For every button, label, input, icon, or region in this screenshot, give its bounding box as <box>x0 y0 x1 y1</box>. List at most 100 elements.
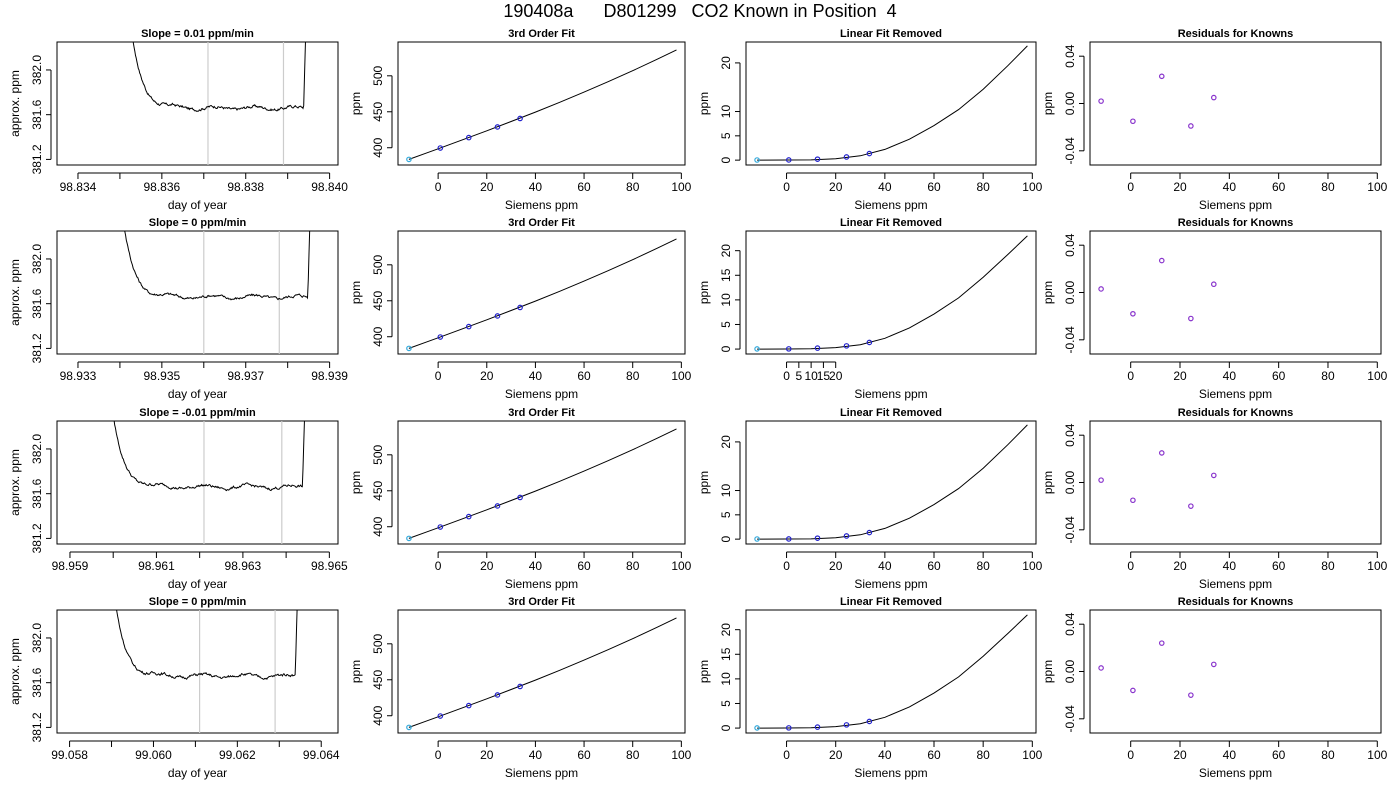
panel-title: Linear Fit Removed <box>840 596 942 608</box>
x-tick-label: 20 <box>829 559 843 573</box>
y-tick-label: 0.00 <box>1063 470 1077 494</box>
plot-area <box>1098 257 1217 322</box>
y-axis-label: ppm <box>697 92 711 115</box>
x-tick-label: 20 <box>1173 748 1187 762</box>
y-axis-label: ppm <box>1041 92 1055 115</box>
y-tick-label: 0 <box>719 156 733 163</box>
y-tick-label: 10 <box>719 672 733 686</box>
x-axis-label: Siemens ppm <box>505 766 578 780</box>
y-tick-label: 450 <box>371 669 385 689</box>
plot-area <box>406 428 677 542</box>
panel-title: 3rd Order Fit <box>508 407 575 419</box>
panel-fit-3: 3rd Order Fit 0 20 40 60 80 100 Siemens ppm 400 4… <box>349 407 692 591</box>
y-axis-label: ppm <box>349 92 363 115</box>
plot-frame <box>397 230 686 355</box>
series-line <box>124 231 311 301</box>
plot-frame <box>1089 230 1382 355</box>
y-axis-label: approx. ppm <box>8 259 22 326</box>
data-point <box>866 529 873 536</box>
x-tick-label: 100 <box>671 559 691 573</box>
plot-area <box>754 614 1028 731</box>
x-tick-label: 98.838 <box>227 180 264 194</box>
fit-curve <box>757 614 1028 729</box>
data-point <box>843 722 850 728</box>
data-point <box>843 343 850 349</box>
data-point <box>814 345 821 351</box>
x-tick-label: 10 <box>804 369 818 383</box>
x-tick-label: 99.064 <box>303 748 340 762</box>
x-tick-label: 100 <box>1022 559 1042 573</box>
y-axis-label: ppm <box>697 281 711 304</box>
x-tick-label: 80 <box>1321 748 1335 762</box>
y-tick-label: 10 <box>719 484 733 498</box>
y-tick-label: 381.6 <box>30 478 44 508</box>
x-tick-label: 80 <box>1321 180 1335 194</box>
x-tick-label: 5 <box>795 369 802 383</box>
panel-residuals-1: Residuals for Knowns 0 20 40 60 80 100 Siemens … <box>1041 28 1388 212</box>
x-tick-label: 0 <box>1127 369 1134 383</box>
y-tick-label: 20 <box>719 244 733 258</box>
y-tick-label: 400 <box>371 705 385 725</box>
x-tick-label: 98.834 <box>60 180 97 194</box>
x-tick-label: 20 <box>1173 369 1187 383</box>
x-tick-label: 40 <box>1223 559 1237 573</box>
data-point <box>843 533 850 539</box>
x-tick-label: 40 <box>529 748 543 762</box>
panel-timeseries-2: Slope = 0 ppm/min 98.933 98.935 98.937 98.93… <box>8 217 348 401</box>
plot-frame <box>1089 41 1382 166</box>
plot-frame <box>56 41 339 166</box>
x-tick-label: 0 <box>783 748 790 762</box>
y-tick-label: 400 <box>371 516 385 536</box>
y-tick-label: 382.0 <box>30 244 44 274</box>
data-point <box>1210 472 1217 479</box>
x-tick-label: 60 <box>1272 748 1286 762</box>
y-axis-label: ppm <box>697 471 711 494</box>
y-tick-label: 450 <box>371 290 385 310</box>
data-point <box>406 345 412 352</box>
x-tick-label: 80 <box>1321 369 1335 383</box>
panel-title: Slope = 0.01 ppm/min <box>141 28 254 40</box>
y-tick-label: 381.2 <box>30 712 44 742</box>
x-tick-label: 20 <box>480 559 494 573</box>
y-tick-label: 400 <box>371 326 385 346</box>
x-axis-label: Siemens ppm <box>1199 577 1272 591</box>
data-point <box>1158 450 1165 456</box>
panel-residuals-3: Residuals for Knowns 0 20 40 60 80 100 Siemens … <box>1041 407 1388 591</box>
fit-curve <box>408 49 677 160</box>
x-tick-label: 60 <box>1272 559 1286 573</box>
x-tick-label: 0 <box>435 748 442 762</box>
y-tick-label: 400 <box>371 137 385 157</box>
plot-area <box>113 421 305 544</box>
x-tick-label: 60 <box>577 180 591 194</box>
y-tick-label: 381.6 <box>30 288 44 318</box>
panel-title: Residuals for Knowns <box>1178 596 1294 608</box>
plot-frame <box>56 609 339 734</box>
y-tick-label: 382.0 <box>30 623 44 653</box>
panel-title: Linear Fit Removed <box>840 407 942 419</box>
data-point <box>517 115 523 122</box>
x-tick-label: 40 <box>1223 180 1237 194</box>
fit-curve <box>757 424 1028 540</box>
y-axis-label: ppm <box>1041 281 1055 304</box>
x-tick-label: 60 <box>577 369 591 383</box>
panel-fit-1: 3rd Order Fit 0 20 40 60 80 100 Siemens ppm 400 4… <box>349 28 692 212</box>
panel-residuals-2: Residuals for Knowns 0 20 40 60 80 100 Siemens … <box>1041 217 1388 401</box>
y-tick-label: 0 <box>719 345 733 352</box>
y-axis-label: ppm <box>349 471 363 494</box>
y-tick-label: 500 <box>371 633 385 653</box>
plot-frame <box>1089 609 1382 734</box>
y-tick-label: 0.04 <box>1063 233 1077 257</box>
y-tick-label: 500 <box>371 254 385 274</box>
panel-title: Linear Fit Removed <box>840 217 942 229</box>
data-point <box>494 503 501 509</box>
x-tick-label: 0 <box>783 180 790 194</box>
y-tick-label: 20 <box>719 623 733 637</box>
panel-residuals-4: Residuals for Knowns 0 20 40 60 80 100 Siemens … <box>1041 596 1388 780</box>
x-tick-label: 0 <box>435 180 442 194</box>
x-axis-label: Siemens ppm <box>505 387 578 401</box>
x-tick-label: 20 <box>1173 180 1187 194</box>
data-point <box>785 346 792 352</box>
data-point <box>437 145 444 151</box>
